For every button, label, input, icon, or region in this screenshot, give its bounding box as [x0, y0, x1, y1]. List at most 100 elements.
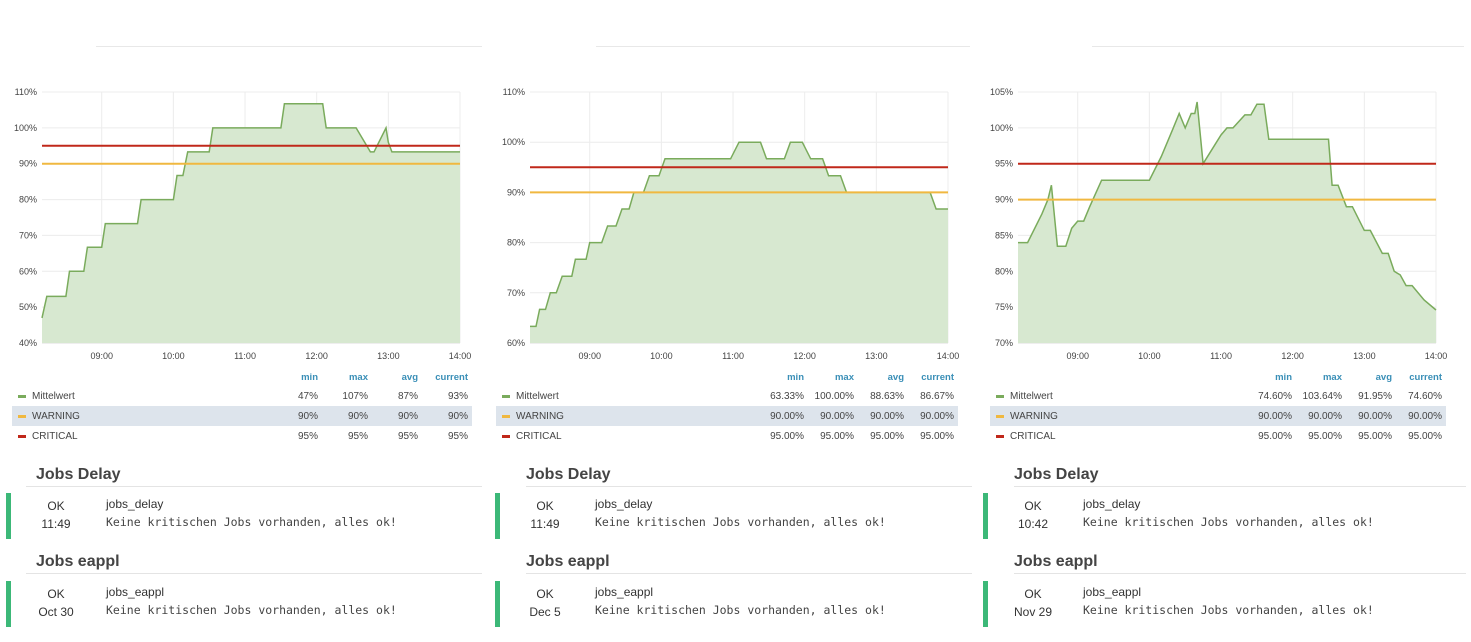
panel-header-divider: [596, 46, 970, 47]
legend-row-mittelwert[interactable]: Mittelwert 74.60% 103.64% 91.95% 74.60%: [990, 386, 1446, 406]
y-tick-label: 100%: [502, 137, 525, 147]
warning-swatch: [502, 414, 510, 418]
service-item-jobs-eappl[interactable]: OK Dec 5 jobs_eappl Keine kritischen Job…: [495, 581, 971, 627]
section-title-jobs-delay: Jobs Delay: [36, 466, 121, 483]
legend-current: 74.60%: [1408, 390, 1442, 402]
warning-swatch: [18, 414, 26, 418]
service-item-jobs-delay[interactable]: OK 11:49 jobs_delay Keine kritischen Job…: [6, 493, 482, 539]
legend-max-header[interactable]: max: [348, 372, 368, 383]
y-tick-label: 110%: [503, 87, 525, 97]
legend-row-mittelwert[interactable]: Mittelwert 63.33% 100.00% 88.63% 86.67%: [496, 386, 958, 406]
legend-min: 95%: [297, 430, 318, 442]
legend-row-critical[interactable]: CRITICAL 95.00% 95.00% 95.00% 95.00%: [496, 426, 958, 446]
legend-name: CRITICAL: [1010, 430, 1056, 442]
service-name-link[interactable]: jobs_delay: [595, 497, 653, 511]
service-item-jobs-eappl[interactable]: OK Nov 29 jobs_eappl Keine kritischen Jo…: [983, 581, 1463, 627]
section-title-jobs-delay: Jobs Delay: [1014, 466, 1099, 483]
legend-row-mittelwert[interactable]: Mittelwert 47% 107% 87% 93%: [12, 386, 472, 406]
panel-3: 70% 75% 80% 85% 90% 95% 100% 105% 09:00 10:00 11:0…: [976, 0, 1470, 642]
x-tick-label: 13:00: [377, 351, 400, 361]
service-name-link[interactable]: jobs_delay: [106, 497, 164, 511]
legend-avg-header[interactable]: avg: [401, 372, 418, 383]
status-time: Oct 30: [38, 605, 74, 619]
service-name-link[interactable]: jobs_delay: [1083, 497, 1141, 511]
legend-current-header[interactable]: current: [921, 372, 954, 383]
legend-row-critical[interactable]: CRITICAL 95.00% 95.00% 95.00% 95.00%: [990, 426, 1446, 446]
service-output: Keine kritischen Jobs vorhanden, alles o…: [595, 603, 886, 617]
status-time: 11:49: [41, 517, 71, 531]
legend-avg-header[interactable]: avg: [887, 372, 904, 383]
x-tick-label: 11:00: [722, 351, 744, 361]
y-tick-label: 110%: [15, 87, 37, 97]
y-tick-label: 50%: [19, 302, 37, 312]
legend-min: 90.00%: [1258, 410, 1292, 422]
legend-current: 86.67%: [920, 390, 954, 402]
status-label: OK: [536, 499, 554, 513]
legend-name: Mittelwert: [32, 390, 75, 402]
status-bar-ok: [983, 581, 988, 627]
legend-row-critical[interactable]: CRITICAL 95% 95% 95% 95%: [12, 426, 472, 446]
legend-min-header[interactable]: min: [301, 372, 318, 383]
x-tick-label: 12:00: [1281, 351, 1304, 361]
legend-row-warning[interactable]: WARNING 90% 90% 90% 90%: [12, 406, 472, 426]
service-name-link[interactable]: jobs_eappl: [1083, 585, 1142, 599]
legend-name: CRITICAL: [32, 430, 78, 442]
x-tick-label: 09:00: [578, 351, 601, 361]
service-name-link[interactable]: jobs_eappl: [595, 585, 654, 599]
y-tick-label: 70%: [19, 230, 37, 240]
x-tick-label: 11:00: [1210, 351, 1232, 361]
legend-current: 90%: [447, 410, 468, 422]
service-item-jobs-eappl[interactable]: OK Oct 30 jobs_eappl Keine kritischen Jo…: [6, 581, 482, 627]
legend-avg-header[interactable]: avg: [1375, 372, 1392, 383]
legend-max-header[interactable]: max: [1322, 372, 1342, 383]
section-title-jobs-eappl: Jobs eappl: [36, 553, 120, 570]
section-divider: [26, 573, 482, 574]
status-time: 11:49: [530, 517, 560, 531]
legend-min: 95.00%: [770, 430, 804, 442]
x-tick-label: 12:00: [793, 351, 816, 361]
chart-legend-2: min max avg current Mittelwert 63.33% 10…: [496, 372, 958, 446]
legend-min-header[interactable]: min: [1275, 372, 1292, 383]
legend-max: 100.00%: [814, 390, 854, 402]
legend-avg: 88.63%: [870, 390, 904, 402]
panel-1: 40% 50% 60% 70% 80% 90% 100% 110% 09:00 10:00 11:0…: [0, 0, 488, 642]
mittelwert-swatch: [996, 394, 1004, 398]
usage-chart-1: 40% 50% 60% 70% 80% 90% 100% 110% 09:00 10:00 11:0…: [14, 87, 471, 361]
legend-avg: 91.95%: [1358, 390, 1392, 402]
service-output: Keine kritischen Jobs vorhanden, alles o…: [106, 603, 397, 617]
x-tick-label: 10:00: [162, 351, 185, 361]
status-bar-ok: [495, 581, 500, 627]
legend-min-header[interactable]: min: [787, 372, 804, 383]
legend-current-header[interactable]: current: [1409, 372, 1442, 383]
service-item-jobs-delay[interactable]: OK 10:42 jobs_delay Keine kritischen Job…: [983, 493, 1463, 539]
section-divider: [1014, 486, 1466, 487]
mittelwert-line: [41, 103, 460, 319]
usage-chart-2: 60% 70% 80% 90% 100% 110% 09:00 10:00 11:00 12:00…: [502, 87, 959, 361]
status-time: Nov 29: [1013, 605, 1053, 619]
status-label: OK: [47, 587, 65, 601]
legend-max: 90%: [347, 410, 368, 422]
legend-max: 90.00%: [1308, 410, 1342, 422]
mittelwert-line: [530, 141, 948, 328]
critical-swatch: [502, 434, 510, 438]
panel-header-divider: [96, 46, 482, 47]
legend-avg: 95%: [397, 430, 418, 442]
service-item-jobs-delay[interactable]: OK 11:49 jobs_delay Keine kritischen Job…: [495, 493, 971, 539]
panel-header-divider: [1092, 46, 1464, 47]
legend-max-header[interactable]: max: [834, 372, 854, 383]
legend-avg: 95.00%: [870, 430, 904, 442]
section-divider: [26, 486, 482, 487]
x-tick-label: 10:00: [650, 351, 673, 361]
y-tick-label: 70%: [507, 288, 525, 298]
service-output: Keine kritischen Jobs vorhanden, alles o…: [1083, 515, 1374, 529]
section-title-jobs-eappl: Jobs eappl: [526, 553, 610, 570]
section-divider: [1014, 573, 1466, 574]
legend-current-header[interactable]: current: [435, 372, 468, 383]
legend-max: 103.64%: [1302, 390, 1342, 402]
y-tick-label: 90%: [19, 159, 37, 169]
legend-row-warning[interactable]: WARNING 90.00% 90.00% 90.00% 90.00%: [496, 406, 958, 426]
x-tick-label: 09:00: [1066, 351, 1089, 361]
legend-name: WARNING: [32, 410, 80, 422]
legend-row-warning[interactable]: WARNING 90.00% 90.00% 90.00% 90.00%: [990, 406, 1446, 426]
service-name-link[interactable]: jobs_eappl: [106, 585, 165, 599]
